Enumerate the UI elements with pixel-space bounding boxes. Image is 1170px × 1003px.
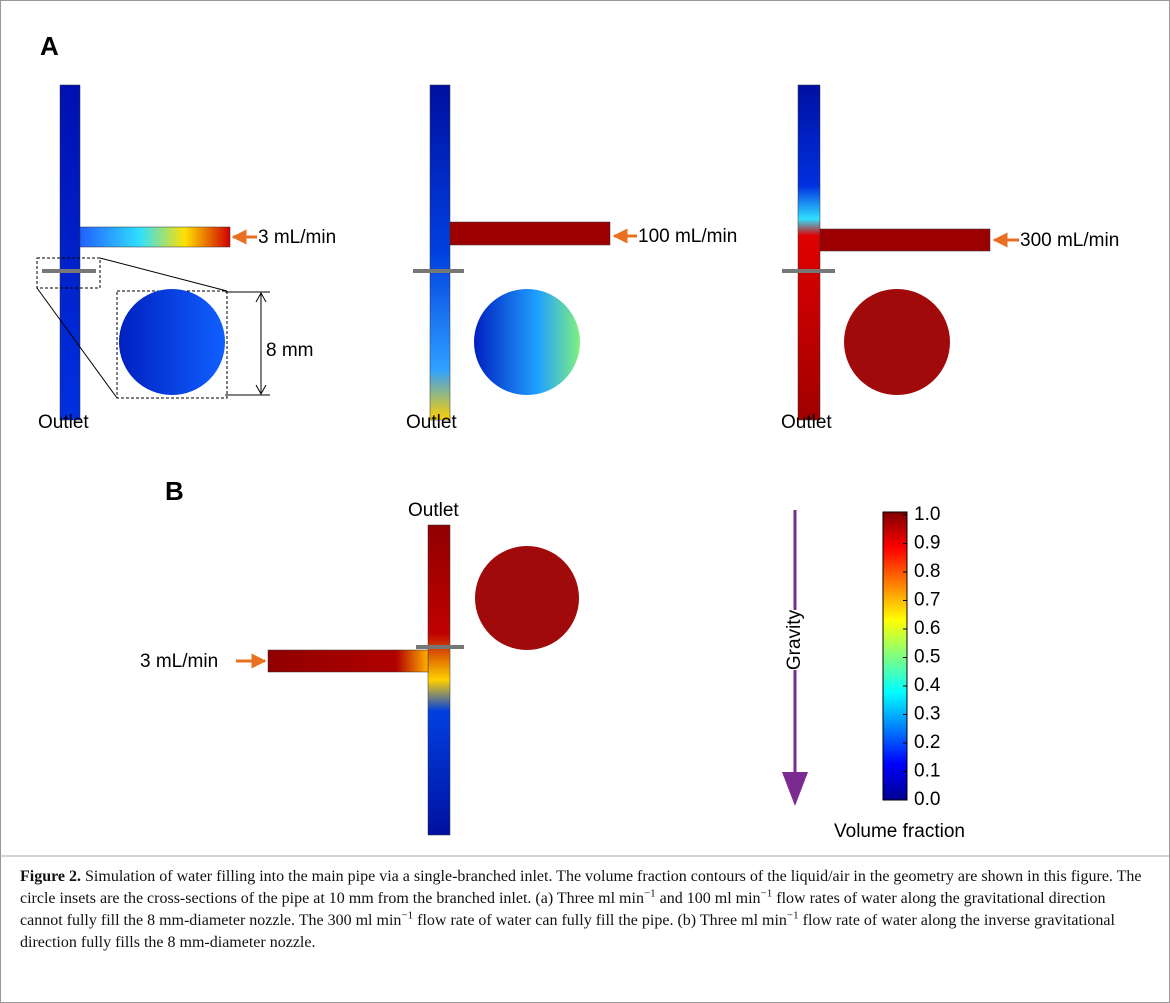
cross-section xyxy=(475,546,579,650)
colorbar-tick-label: 0.9 xyxy=(914,533,940,554)
cross-section xyxy=(474,289,580,395)
caption-text: flow rate of water can fully fill the pi… xyxy=(413,912,787,929)
colorbar-tick-label: 0.6 xyxy=(914,618,940,639)
pipe xyxy=(429,84,451,421)
colorbar-tick-label: 0.3 xyxy=(914,704,940,725)
caption-superscript: −1 xyxy=(643,887,656,900)
caption-superscript: −1 xyxy=(760,887,773,900)
gravity-label: Gravity xyxy=(784,609,805,670)
branch xyxy=(267,649,429,673)
cross-section xyxy=(119,289,225,395)
flow-rate: 3 mL/min xyxy=(258,227,336,248)
zoom-box xyxy=(36,257,101,289)
caption-text: flow rate of water along the inverse gra… xyxy=(20,912,1115,951)
caption-text: flow rates of water along the gravitatio… xyxy=(20,890,1106,929)
flow-rate: 3 mL/min xyxy=(140,651,218,672)
section-marker xyxy=(416,645,464,649)
outlet-label: Outlet xyxy=(408,500,459,521)
colorbar-ticks: 1.0 0.9 0.8 0.7 0.6 0.5 0.4 0.3 0.2 0.1 0.0 xyxy=(903,504,941,810)
pipe xyxy=(797,84,821,421)
zoom-line xyxy=(36,287,118,399)
dimension-label: 8 mm xyxy=(266,340,314,361)
colorbar-tick-label: 0.7 xyxy=(914,590,940,611)
branch xyxy=(819,228,991,252)
outlet-label: Outlet xyxy=(406,412,457,433)
caption-label: Figure 2. xyxy=(20,868,82,885)
colorbar-tick-label: 0.0 xyxy=(914,789,940,810)
branch xyxy=(79,226,231,248)
flow-rate: 300 mL/min xyxy=(1020,230,1119,251)
pipe xyxy=(427,524,451,836)
section-marker xyxy=(782,269,835,273)
caption-text: and 100 ml min xyxy=(655,890,761,907)
pipe xyxy=(59,84,81,421)
colorbar-tick-label: 0.2 xyxy=(914,732,940,753)
colorbar-title: Volume fraction xyxy=(834,821,965,842)
colorbar-tick-label: 1.0 xyxy=(914,504,940,525)
dimension-arrow xyxy=(255,291,267,396)
outlet-label: Outlet xyxy=(38,412,89,433)
colorbar-tick-label: 0.1 xyxy=(914,761,940,782)
outlet-label: Outlet xyxy=(781,412,832,433)
section-marker xyxy=(42,269,96,273)
panel-label: A xyxy=(40,31,59,61)
cross-section xyxy=(844,289,950,395)
gravity-arrowhead xyxy=(782,772,808,806)
panel-label: B xyxy=(165,476,184,506)
colorbar-tick-label: 0.8 xyxy=(914,561,940,582)
section-marker xyxy=(413,269,464,273)
flow-rate: 100 mL/min xyxy=(638,226,737,247)
colorbar xyxy=(882,511,908,801)
caption-superscript: −1 xyxy=(401,909,414,922)
colorbar-tick-label: 0.4 xyxy=(914,675,941,696)
zoom-line xyxy=(99,257,228,292)
colorbar-tick-label: 0.5 xyxy=(914,647,940,668)
caption-superscript: −1 xyxy=(786,909,799,922)
caption-text: Simulation of water filling into the mai… xyxy=(20,868,1142,907)
caption: Figure 2. Simulation of water filling in… xyxy=(20,866,1145,954)
branch xyxy=(449,221,611,246)
